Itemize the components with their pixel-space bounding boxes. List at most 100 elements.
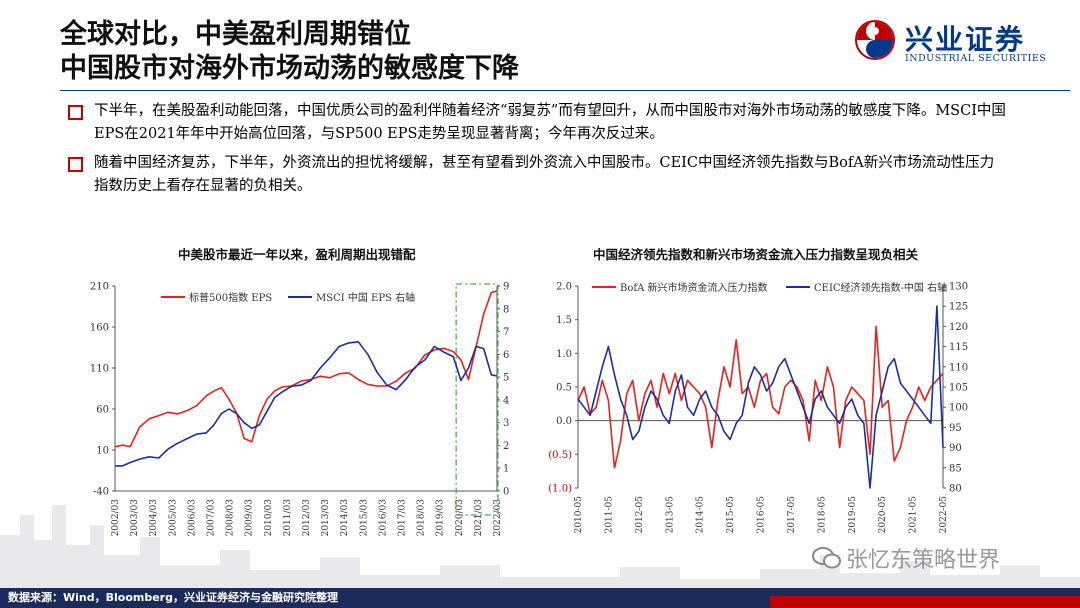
right-tick-label: 100 (949, 403, 968, 414)
title-line-1: 全球对比，中美盈利周期错位 (60, 19, 411, 50)
x-tick-label: 2011/03 (283, 499, 293, 537)
series-line-red (577, 325, 944, 469)
x-tick-label: 2022/03 (493, 499, 503, 537)
bullet-square-icon (68, 105, 83, 120)
header-divider (60, 90, 1070, 91)
right-tick-label: 95 (949, 423, 962, 434)
bullet-square-icon (68, 157, 83, 172)
chart-2-leading-index-vs-flow-pressure: (1.0) (0.5) 0.0 0.5 1.0 1.5 2.0 80 85 90 95 100 105 1… (548, 281, 968, 534)
right-tick-label: 125 (949, 302, 968, 313)
chart-2-title: 中国经济领先指数和新兴市场资金流入压力指数呈现负相关 (593, 247, 919, 262)
right-tick-label: 8 (503, 304, 509, 315)
bullet-text-1: 下半年，在美股盈利动能回落，中国优质公司的盈利伴随着经济“弱复苏”而有望回升，从… (94, 103, 1006, 142)
left-tick-label: 1.5 (556, 315, 572, 326)
left-tick-label: 2.0 (556, 282, 572, 293)
right-tick-label: 3 (503, 418, 509, 429)
x-tick-label: 2015/03 (359, 499, 369, 537)
left-tick-label: 210 (90, 282, 109, 293)
left-tick-label: 0.0 (556, 416, 572, 427)
right-tick-label: 120 (949, 322, 968, 333)
left-tick-label: 110 (90, 364, 109, 375)
x-tick-label: 2004/03 (149, 499, 159, 537)
x-tick-label: 2003/03 (130, 499, 140, 537)
x-tick-label: 2019-05 (848, 496, 858, 534)
right-tick-label: 2 (503, 441, 509, 452)
x-tick-label: 2002/03 (111, 499, 121, 537)
left-tick-label: 1.0 (556, 349, 572, 360)
x-tick-label: 2013-05 (665, 496, 675, 534)
x-tick-label: 2020-05 (878, 496, 888, 534)
legend-label: CEIC经济领先指数-中国 右轴 (814, 281, 947, 294)
x-tick-label: 2014/03 (340, 499, 350, 537)
x-tick-label: 2018-05 (817, 496, 827, 534)
right-tick-label: 115 (949, 342, 968, 353)
right-tick-label: 110 (949, 362, 968, 373)
right-tick-label: 1 (503, 464, 509, 475)
right-tick-label: 85 (949, 463, 962, 474)
x-tick-label: 2018/03 (417, 499, 427, 537)
chart-1-title: 中美股市最近一年以来，盈利周期出现错配 (178, 247, 416, 262)
right-tick-label: 7 (503, 327, 509, 338)
bullet-text-2: 随着中国经济复苏，下半年，外资流出的担忧将缓解，甚至有望看到外资流入中国股市。C… (94, 155, 995, 194)
x-tick-label: 2005/03 (168, 499, 178, 537)
left-tick-label: 0.5 (556, 383, 572, 394)
right-tick-label: 6 (503, 350, 509, 361)
right-tick-label: 4 (503, 395, 509, 406)
x-tick-label: 2017-05 (787, 496, 797, 534)
x-tick-label: 2016-05 (757, 496, 767, 534)
x-tick-label: 2012-05 (635, 496, 645, 534)
chart-1-eps-comparison: -40 10 60 110 160 210 0 1 2 3 4 5 6 7 8 9 2002/03 2003/03… (90, 282, 509, 537)
city-skyline-graphic (0, 505, 1080, 590)
x-tick-label: 2016/03 (378, 499, 388, 537)
legend-label: MSCI 中国 EPS 右轴 (316, 291, 415, 304)
x-tick-label: 2010/03 (264, 499, 274, 537)
wechat-icon (812, 547, 841, 569)
bullet-point-1: 下半年，在美股盈利动能回落，中国优质公司的盈利伴随着经济“弱复苏”而有望回升，从… (68, 100, 1007, 146)
logo-english-name: INDUSTRIAL SECURITIES (905, 53, 1047, 64)
left-tick-label: -40 (93, 487, 109, 498)
x-tick-label: 2007/03 (207, 499, 217, 537)
series-line-blue (115, 341, 498, 467)
legend-label: BofA 新兴市场资金流入压力指数 (620, 281, 767, 294)
x-tick-label: 2022-05 (939, 496, 949, 534)
left-tick-label: 60 (96, 405, 109, 416)
left-tick-label: (0.5) (548, 450, 572, 461)
x-tick-label: 2012/03 (302, 499, 312, 537)
series-line-blue (577, 305, 944, 489)
right-tick-label: 9 (503, 282, 509, 293)
x-tick-label: 2017/03 (398, 499, 408, 537)
x-tick-label: 2014-05 (696, 496, 706, 534)
highlight-box (455, 283, 499, 516)
footer-accent-bar (770, 596, 1080, 608)
x-tick-label: 2020/03 (455, 499, 465, 537)
logo-mark-icon (855, 20, 895, 60)
x-tick-label: 2015-05 (726, 496, 736, 534)
logo-chinese-name: 兴业证券 (905, 23, 1026, 56)
left-tick-label: 10 (96, 446, 109, 457)
company-logo: 兴业证券 INDUSTRIAL SECURITIES (855, 18, 1065, 66)
left-tick-label: (1.0) (548, 484, 572, 495)
x-tick-label: 2021/03 (474, 499, 484, 537)
x-tick-label: 2019/03 (436, 499, 446, 537)
page-title: 全球对比，中美盈利周期错位 中国股市对海外市场动荡的敏感度下降 (60, 18, 519, 86)
x-tick-label: 2010-05 (574, 496, 584, 534)
right-tick-label: 5 (503, 373, 509, 384)
watermark-text: 张忆东策略世界 (846, 548, 1001, 573)
x-tick-label: 2011-05 (604, 496, 614, 534)
x-tick-label: 2013/03 (321, 499, 331, 537)
left-tick-label: 160 (90, 323, 109, 334)
x-tick-label: 2021-05 (909, 496, 919, 534)
x-tick-label: 2009/03 (245, 499, 255, 537)
right-tick-label: 130 (949, 282, 968, 293)
right-tick-label: 80 (949, 484, 962, 495)
x-tick-label: 2008/03 (226, 499, 236, 537)
right-tick-label: 105 (949, 383, 968, 394)
data-source-note: 数据来源：Wind，Bloomberg，兴业证券经济与金融研究院整理 (8, 591, 338, 604)
title-line-2: 中国股市对海外市场动荡的敏感度下降 (60, 53, 519, 84)
right-tick-label: 90 (949, 443, 962, 454)
x-tick-label: 2006/03 (187, 499, 197, 537)
series-line-red (114, 290, 498, 448)
legend-label: 标普500指数 EPS (189, 291, 272, 304)
right-tick-label: 0 (503, 487, 509, 498)
bullet-point-2: 随着中国经济复苏，下半年，外资流出的担忧将缓解，甚至有望看到外资流入中国股市。C… (68, 152, 1007, 198)
